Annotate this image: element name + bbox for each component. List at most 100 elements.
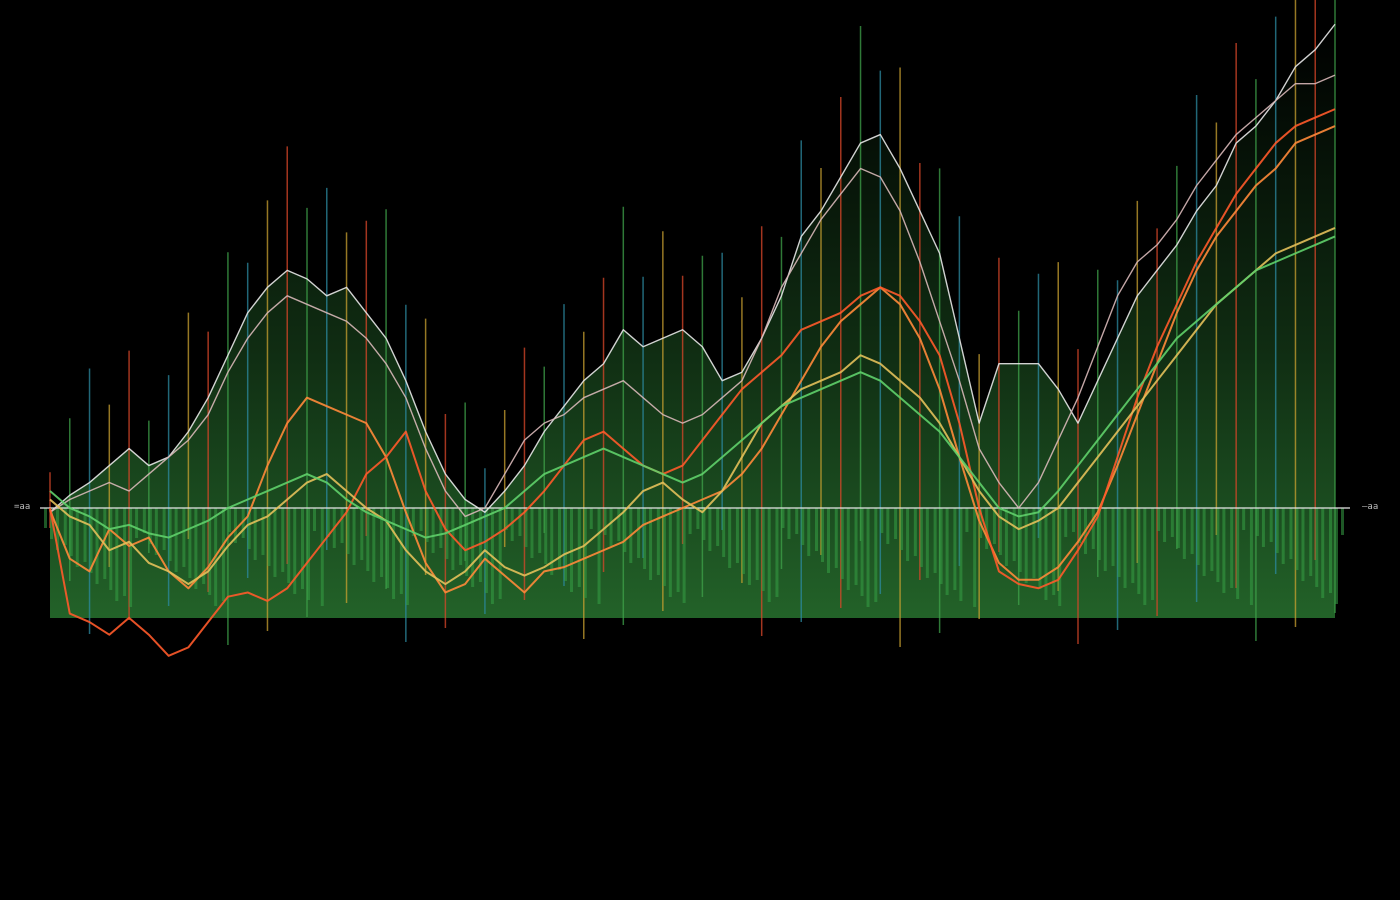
- green-bar: [795, 508, 799, 534]
- green-bar: [1222, 508, 1226, 593]
- green-bar: [1170, 508, 1174, 537]
- green-bar: [854, 508, 858, 585]
- green-bar: [1202, 508, 1206, 576]
- green-bar: [419, 508, 423, 531]
- green-bar: [827, 508, 830, 573]
- green-bar: [874, 508, 878, 602]
- green-bar: [860, 508, 864, 596]
- green-bar: [1012, 508, 1016, 561]
- green-bar: [380, 508, 384, 577]
- green-bar: [688, 508, 692, 534]
- green-bar: [821, 508, 824, 562]
- green-bar: [919, 508, 923, 567]
- green-bar: [662, 508, 666, 586]
- green-bar: [221, 508, 225, 601]
- green-bar: [866, 508, 870, 607]
- green-bar: [1038, 508, 1042, 589]
- green-bar: [320, 508, 324, 606]
- green-bar: [1289, 508, 1293, 559]
- green-bar: [815, 508, 818, 551]
- green-bar: [1123, 508, 1127, 588]
- green-bar: [570, 508, 573, 592]
- green-bar: [702, 508, 706, 540]
- green-bar: [182, 508, 186, 567]
- green-bar: [360, 508, 364, 560]
- green-bar: [411, 508, 415, 536]
- green-bar: [708, 508, 712, 551]
- green-bar: [69, 508, 73, 556]
- green-bar: [767, 508, 771, 602]
- green-bar: [89, 508, 93, 573]
- green-bar: [965, 508, 969, 532]
- green-bar: [1341, 508, 1344, 535]
- green-bar: [524, 508, 528, 547]
- green-bar: [834, 508, 838, 568]
- green-bar: [129, 508, 133, 607]
- green-bar: [1091, 508, 1095, 549]
- green-bar: [558, 508, 561, 570]
- series-line-2: [49, 74, 1336, 518]
- green-bar: [643, 508, 647, 569]
- green-bar: [202, 508, 206, 584]
- green-bar: [1242, 508, 1246, 530]
- green-bar: [44, 508, 47, 528]
- green-bar: [761, 508, 765, 591]
- green-bar: [583, 508, 587, 598]
- green-bar: [998, 508, 1002, 555]
- green-bar: [676, 508, 680, 592]
- green-bar: [1111, 508, 1115, 566]
- green-bar: [148, 508, 152, 544]
- green-bar: [973, 508, 977, 607]
- green-bar: [1131, 508, 1135, 583]
- green-bar: [188, 508, 192, 578]
- green-bar: [451, 508, 455, 570]
- green-bar: [603, 508, 607, 535]
- green-bar: [1024, 508, 1028, 583]
- green-bar: [668, 508, 672, 597]
- green-bar: [939, 508, 943, 584]
- green-bar: [313, 508, 316, 531]
- green-bar: [728, 508, 732, 568]
- green-bar: [233, 508, 237, 543]
- volume-bars-layer: [44, 0, 1344, 647]
- series-line-3: [49, 125, 1336, 594]
- green-bar: [154, 508, 158, 555]
- green-bar: [992, 508, 996, 544]
- green-bar: [1261, 508, 1265, 547]
- green-bar: [1018, 508, 1022, 572]
- green-bar: [722, 508, 726, 557]
- green-bar: [504, 508, 508, 530]
- green-bar: [617, 508, 621, 541]
- green-bar: [913, 508, 917, 556]
- green-bar: [1275, 508, 1279, 553]
- green-bar: [1190, 508, 1194, 554]
- green-bar: [1295, 508, 1299, 570]
- green-bar: [807, 508, 811, 556]
- green-bar: [439, 508, 443, 548]
- green-bar: [63, 508, 67, 545]
- green-bar: [886, 508, 890, 544]
- green-bar: [241, 508, 245, 538]
- green-bar: [597, 508, 601, 604]
- green-bar: [135, 508, 139, 538]
- green-bar: [1196, 508, 1200, 565]
- green-bar: [123, 508, 127, 596]
- green-bar: [840, 508, 844, 579]
- green-bar: [1309, 508, 1313, 576]
- green-bar: [959, 508, 963, 601]
- green-bar: [656, 508, 660, 575]
- green-bar: [609, 508, 613, 546]
- green-bar: [510, 508, 514, 541]
- green-bar: [787, 508, 791, 539]
- green-bar: [894, 508, 898, 539]
- green-bar: [75, 508, 79, 567]
- green-bar: [425, 508, 429, 542]
- green-bar: [933, 508, 937, 573]
- green-bar: [925, 508, 929, 578]
- green-bar: [544, 508, 548, 564]
- green-bar: [372, 508, 376, 582]
- green-bar: [253, 508, 257, 560]
- green-bar: [775, 508, 779, 597]
- green-bar: [741, 508, 745, 574]
- green-bar: [405, 508, 409, 605]
